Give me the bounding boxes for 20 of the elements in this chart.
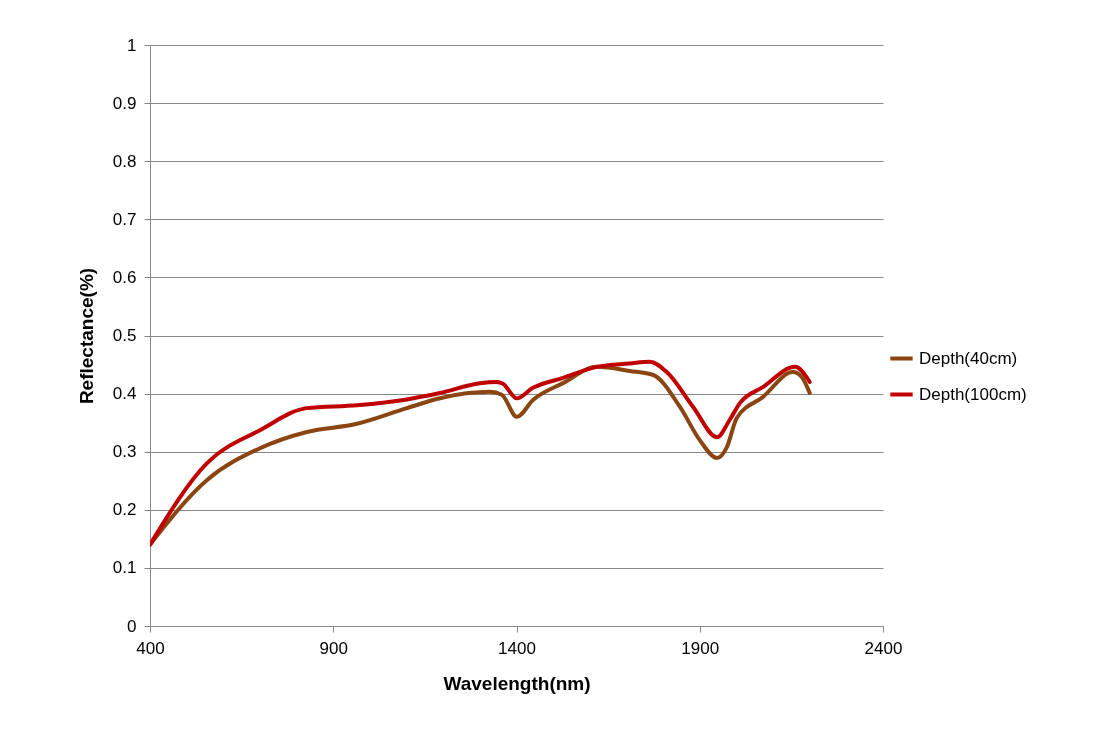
y-axis-title: Reflectance(%): [75, 267, 97, 405]
y-tick-label: 0.3: [112, 442, 137, 462]
legend-label: Depth(100cm): [919, 384, 1027, 404]
x-tick-label: 2400: [864, 638, 903, 658]
y-tick-label: 1: [127, 35, 137, 55]
legend-label: Depth(40cm): [919, 348, 1018, 368]
y-tick-label: 0.7: [112, 209, 137, 229]
x-tick-label: 400: [136, 638, 165, 658]
y-tick-label: 0.4: [112, 384, 137, 404]
x-tick-label: 900: [319, 638, 348, 658]
y-tick-label: 0.9: [112, 93, 137, 113]
x-axis-title: Wavelength(nm): [443, 672, 591, 694]
x-tick-label: 1900: [681, 638, 720, 658]
y-tick-label: 0.8: [112, 151, 137, 171]
x-tick-label: 1400: [498, 638, 536, 658]
y-tick-label: 0: [127, 616, 137, 636]
y-tick-label: 0.2: [112, 500, 137, 520]
y-tick-label: 0.1: [112, 558, 137, 578]
y-tick-label: 0.5: [112, 326, 137, 345]
y-tick-label: 0.6: [112, 267, 137, 287]
